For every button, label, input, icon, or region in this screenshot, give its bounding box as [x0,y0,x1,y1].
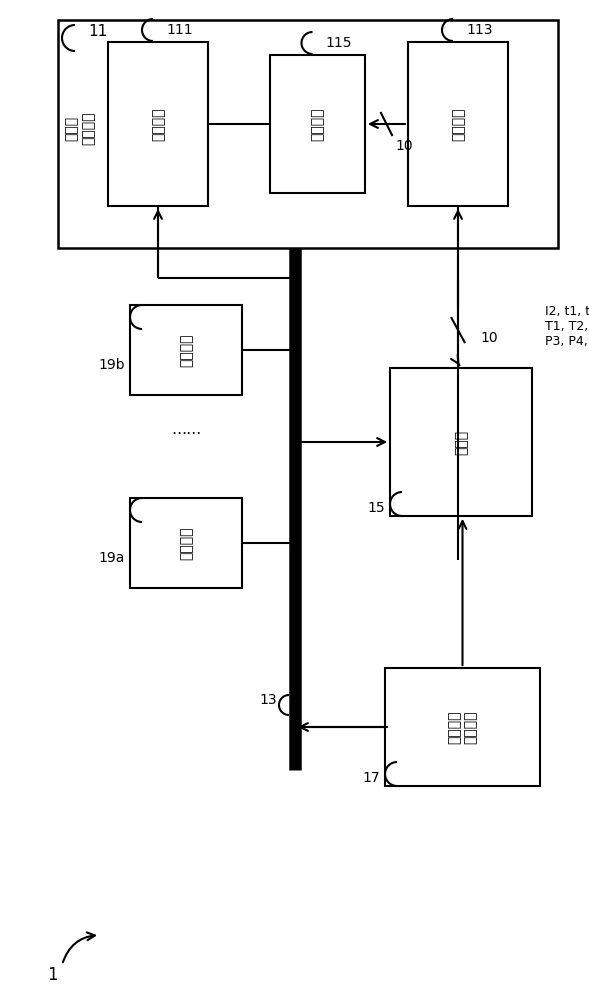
Text: I2, t1, t2,
T1, T2,
P3, P4, P6: I2, t1, t2, T1, T2, P3, P4, P6 [545,305,589,348]
Text: 11: 11 [88,24,107,39]
FancyArrowPatch shape [63,932,95,962]
Text: 通讯接口: 通讯接口 [151,107,165,141]
Bar [58,20,558,248]
Text: 15: 15 [368,501,385,515]
Text: 10: 10 [396,139,413,153]
Text: 蓄电池: 蓄电池 [454,429,468,455]
Text: ……: …… [171,422,201,438]
Text: 处理单元: 处理单元 [310,107,325,141]
Bar [390,368,532,516]
Text: 13: 13 [259,693,277,707]
Bar [130,305,242,395]
Text: 电器设备: 电器设备 [179,333,193,367]
Text: 电器设备: 电器设备 [179,526,193,560]
Bar [408,42,508,206]
Text: 充放电
控制装置: 充放电 控制装置 [65,111,95,145]
Text: 1: 1 [47,966,57,984]
Text: 通讯接口: 通讯接口 [451,107,465,141]
Bar [385,668,540,786]
Text: 电力公司
供电系统: 电力公司 供电系统 [448,710,478,744]
Text: 17: 17 [362,771,380,785]
Text: 10: 10 [480,331,498,345]
Text: 113: 113 [466,23,492,37]
Text: 19a: 19a [98,551,125,565]
Bar [130,498,242,588]
Bar [108,42,208,206]
Text: 111: 111 [166,23,193,37]
Text: 115: 115 [326,36,352,50]
Text: 19b: 19b [98,358,125,372]
Bar [270,55,365,193]
